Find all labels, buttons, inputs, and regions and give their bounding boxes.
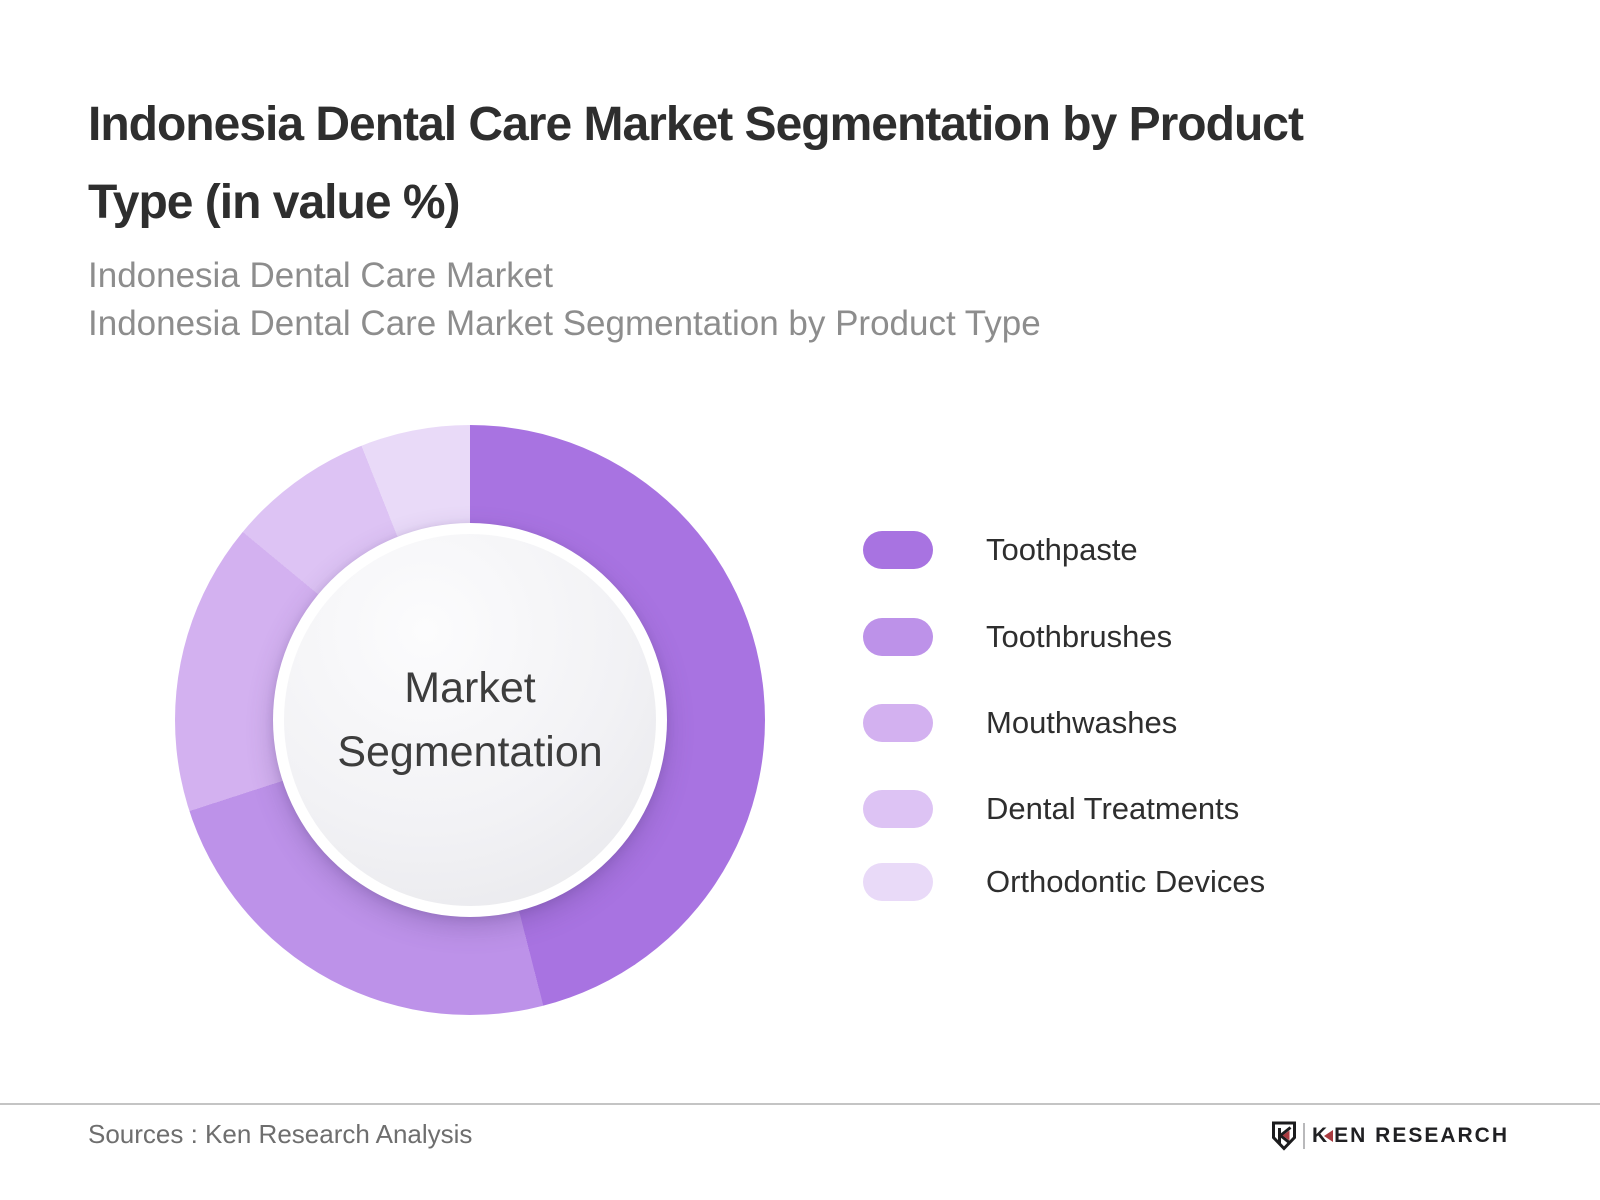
ken-research-shield-icon <box>1271 1121 1296 1151</box>
legend-swatch-toothpaste <box>863 531 933 569</box>
legend-item-mouthwashes: Mouthwashes <box>863 704 1177 742</box>
donut-hole: Market Segmentation <box>273 523 667 917</box>
source-note: Sources : Ken Research Analysis <box>88 1119 473 1149</box>
donut-chart: Market Segmentation <box>175 425 765 1015</box>
footer-divider <box>0 1103 1600 1105</box>
legend-label: Orthodontic Devices <box>986 864 1266 899</box>
legend-item-orthodontic-devices: Orthodontic Devices <box>863 863 1265 901</box>
donut-center-disc: Market Segmentation <box>284 534 656 906</box>
page-title: Indonesia Dental Care Market Segmentatio… <box>88 86 1508 242</box>
logo-separator <box>1302 1123 1305 1149</box>
subtitle-line2: Indonesia Dental Care Market Segmentatio… <box>88 304 1041 343</box>
shield-red-triangle <box>1282 1130 1290 1141</box>
legend-swatch-toothbrushes <box>863 618 933 656</box>
legend-item-toothbrushes: Toothbrushes <box>863 618 1172 656</box>
legend-swatch-dental-treatments <box>863 790 933 828</box>
logo-wordmark-k: K <box>1311 1124 1330 1147</box>
logo-red-triangle-icon <box>1324 1130 1334 1142</box>
donut-center-label-line2: Segmentation <box>337 728 603 776</box>
page-title-line1: Indonesia Dental Care Market Segmentatio… <box>88 98 1304 152</box>
legend-item-toothpaste: Toothpaste <box>863 531 1138 569</box>
page-title-line2: Type (in value %) <box>88 176 461 230</box>
subtitle-line1: Indonesia Dental Care Market <box>88 256 553 295</box>
legend-label: Toothbrushes <box>986 619 1173 654</box>
donut-center-label: Market Segmentation <box>337 656 602 784</box>
legend-label: Dental Treatments <box>986 791 1240 826</box>
legend-swatch-mouthwashes <box>863 704 933 742</box>
ken-research-logo: K EN RESEARCH <box>1271 1120 1509 1152</box>
legend-swatch-orthodontic-devices <box>863 863 933 901</box>
donut-center-label-line1: Market <box>404 664 536 712</box>
legend-label: Mouthwashes <box>986 705 1178 740</box>
logo-wordmark-rest: EN RESEARCH <box>1334 1124 1509 1147</box>
legend-item-dental-treatments: Dental Treatments <box>863 790 1239 828</box>
legend-label: Toothpaste <box>986 532 1138 567</box>
logo-wordmark: K EN RESEARCH <box>1312 1124 1509 1148</box>
subtitle: Indonesia Dental Care Market Indonesia D… <box>88 252 1508 348</box>
